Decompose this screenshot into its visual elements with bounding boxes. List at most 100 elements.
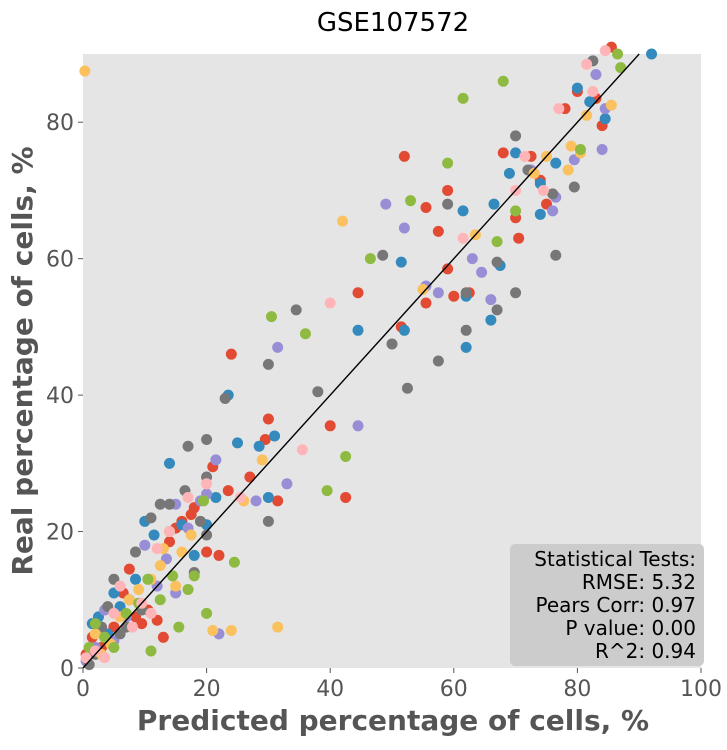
data-point (584, 96, 596, 108)
data-point (352, 420, 364, 432)
data-point (182, 491, 194, 503)
data-point (340, 451, 352, 463)
data-point (89, 618, 101, 630)
data-point (244, 471, 256, 483)
data-point (491, 304, 503, 316)
y-axis-ticks: 0 20 40 60 80 (46, 111, 83, 682)
data-point (553, 103, 565, 115)
data-point (503, 167, 515, 179)
data-point (377, 249, 389, 261)
data-point (201, 546, 213, 558)
data-point (550, 157, 562, 169)
data-point (142, 573, 154, 585)
data-point (510, 205, 522, 217)
data-point (157, 631, 169, 643)
data-point (510, 130, 522, 142)
data-point (337, 215, 349, 227)
x-tick-label: 0 (76, 677, 90, 702)
data-point (312, 386, 324, 398)
data-point (485, 314, 497, 326)
identity-reference-line (82, 53, 640, 669)
data-point (176, 546, 188, 558)
data-point (182, 440, 194, 452)
data-point (581, 58, 593, 70)
data-point (99, 631, 111, 643)
data-point (398, 324, 410, 336)
data-point (442, 198, 454, 210)
data-point (133, 584, 145, 596)
data-point (571, 82, 583, 94)
data-point (599, 45, 611, 57)
data-point (136, 618, 148, 630)
statistics-title: Statistical Tests: (534, 547, 696, 571)
data-point (123, 563, 135, 575)
x-tick-label: 100 (680, 677, 722, 702)
data-point (262, 515, 274, 527)
x-tick-label: 40 (316, 677, 344, 702)
data-point (599, 113, 611, 125)
data-point (386, 338, 398, 350)
data-point (130, 573, 142, 585)
data-point (547, 205, 559, 217)
y-tick-label: 0 (60, 657, 74, 682)
data-point (201, 529, 213, 541)
data-point (262, 491, 274, 503)
data-point (528, 167, 540, 179)
data-point (605, 99, 617, 111)
data-point (476, 266, 488, 278)
data-point (296, 444, 308, 456)
data-point (405, 195, 417, 207)
data-point (201, 478, 213, 490)
data-point (188, 549, 200, 561)
data-point (225, 624, 237, 636)
data-point (185, 529, 197, 541)
data-point (256, 454, 268, 466)
data-point (164, 498, 176, 510)
data-point (321, 485, 333, 497)
data-point (448, 290, 460, 302)
data-point (324, 297, 336, 309)
data-point (139, 539, 151, 551)
data-point (265, 311, 277, 323)
data-point (352, 287, 364, 299)
data-point (420, 202, 432, 213)
data-point (466, 253, 478, 265)
data-point (182, 584, 194, 596)
data-point (442, 184, 454, 196)
data-point (272, 495, 284, 507)
data-point (510, 287, 522, 299)
data-point (114, 580, 126, 592)
data-point (537, 184, 549, 196)
data-point (123, 594, 135, 606)
data-point (173, 621, 185, 633)
data-point (130, 546, 142, 558)
data-point (364, 253, 376, 265)
data-point (145, 512, 157, 524)
data-point (596, 144, 608, 156)
statistics-box: Statistical Tests: RMSE: 5.32 Pears Corr… (510, 544, 704, 666)
data-point (497, 75, 509, 87)
data-point (281, 478, 293, 490)
data-point (574, 144, 586, 156)
data-point (460, 287, 472, 299)
data-point (79, 65, 91, 77)
data-point (417, 283, 429, 295)
data-point (352, 324, 364, 336)
data-point (587, 86, 599, 98)
x-axis-label: Predicted percentage of cells, % (137, 704, 649, 737)
statistics-box-background (510, 544, 704, 666)
data-point (612, 48, 624, 60)
data-point (262, 358, 274, 370)
data-point (99, 652, 111, 664)
data-point (442, 157, 454, 169)
statistics-rmse: RMSE: 5.32 (582, 570, 696, 594)
data-point (269, 430, 281, 442)
data-point (198, 495, 210, 507)
data-point (148, 529, 160, 541)
data-point (154, 498, 166, 510)
data-point (126, 621, 138, 633)
data-point (646, 48, 658, 60)
data-point (432, 225, 444, 237)
data-point (581, 109, 593, 121)
